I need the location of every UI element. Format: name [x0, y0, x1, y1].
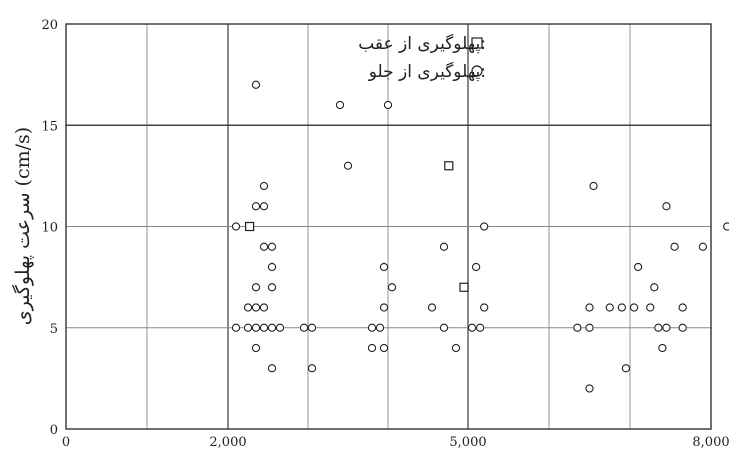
- data-point-circle: [259, 181, 269, 191]
- data-point-circle: [379, 343, 389, 353]
- data-point-circle: [573, 323, 582, 332]
- x-tick-label: 8,000: [692, 435, 729, 450]
- x-tick-label: 0: [62, 435, 70, 450]
- data-point-circle: [251, 80, 261, 89]
- data-point-circle: [629, 303, 639, 312]
- data-point-circle: [367, 323, 377, 332]
- data-point-circle: [698, 242, 708, 251]
- data-point-circle: [243, 323, 253, 332]
- data-point-circle: [439, 323, 449, 332]
- y-axis-label-group: سرعت پهلوگیری (cm/s): [11, 127, 34, 325]
- data-point-circle: [251, 303, 261, 312]
- data-point-circle: [617, 303, 627, 312]
- data-point-circle: [231, 222, 241, 231]
- data-point-circle: [621, 364, 631, 373]
- legend-marker-circle: [471, 65, 483, 77]
- data-point-circle: [387, 283, 397, 292]
- data-point-circle: [605, 303, 614, 312]
- data-point-circle: [251, 323, 261, 332]
- data-point-circle: [267, 283, 277, 292]
- data-point-circle: [471, 262, 481, 272]
- data-point-circle: [427, 303, 437, 312]
- data-point-circle: [267, 262, 277, 272]
- data-point-circle: [275, 323, 285, 332]
- legend: :پهلوگیری از عقب :پهلوگیری از جلو: [358, 33, 486, 82]
- data-point-circle: [383, 100, 393, 110]
- y-tick-label: 20: [41, 18, 58, 33]
- data-point-square: [444, 161, 454, 171]
- data-point-circle: [307, 323, 317, 332]
- y-tick-label: 5: [50, 322, 58, 337]
- data-point-circle: [585, 323, 594, 332]
- data-point-circle: [251, 202, 261, 211]
- data-point-circle: [259, 242, 269, 251]
- data-point-circle: [243, 303, 253, 312]
- data-point-circle: [299, 323, 309, 332]
- data-point-circle: [379, 303, 389, 312]
- legend-label: :پهلوگیری از جلو: [368, 61, 486, 82]
- plot-border: [65, 23, 712, 430]
- data-point-square: [459, 282, 469, 292]
- data-point-circle: [367, 343, 377, 353]
- y-tick-label: 15: [41, 119, 58, 134]
- data-point-circle: [259, 303, 269, 312]
- data-point-circle: [335, 100, 345, 110]
- data-point-circle: [251, 283, 261, 292]
- x-tick-label: 5,000: [449, 435, 486, 450]
- data-point-circle: [480, 222, 489, 231]
- data-point-circle: [259, 323, 269, 332]
- data-point-circle: [480, 303, 489, 312]
- data-point-circle: [723, 222, 729, 231]
- data-point-circle: [343, 161, 353, 170]
- data-point-circle: [267, 242, 277, 251]
- legend-marker-square: [471, 37, 483, 49]
- data-points: [231, 80, 729, 393]
- grid: [66, 24, 711, 429]
- data-point-circle: [267, 364, 277, 373]
- legend-label: :پهلوگیری از عقب: [358, 33, 486, 54]
- data-point-circle: [375, 323, 385, 332]
- data-point-circle: [231, 323, 241, 332]
- data-point-circle: [475, 323, 485, 332]
- data-point-circle: [662, 202, 671, 211]
- plot-frame: [65, 23, 712, 430]
- y-axis-label: سرعت پهلوگیری (cm/s): [11, 127, 34, 325]
- data-point-circle: [585, 384, 594, 393]
- data-point-circle: [633, 262, 643, 272]
- data-point-circle: [678, 323, 687, 332]
- data-point-circle: [670, 242, 679, 251]
- data-point-circle: [678, 303, 687, 312]
- data-point-circle: [589, 181, 598, 191]
- data-point-square: [245, 221, 255, 232]
- data-point-circle: [307, 364, 317, 373]
- data-point-circle: [658, 343, 667, 353]
- y-tick-label: 0: [50, 423, 58, 438]
- data-point-circle: [654, 323, 663, 332]
- x-tick-label: 2,000: [209, 435, 246, 450]
- data-point-circle: [585, 303, 594, 312]
- data-point-circle: [646, 303, 655, 312]
- data-point-circle: [650, 283, 659, 292]
- data-point-circle: [467, 323, 477, 332]
- data-point-circle: [267, 323, 277, 332]
- tick-labels: 0 2,000 5,000 8,000 0 5 10 15 20: [41, 18, 729, 450]
- data-point-circle: [439, 242, 449, 251]
- data-point-circle: [251, 343, 261, 353]
- data-point-circle: [379, 262, 389, 272]
- data-point-circle: [662, 323, 671, 332]
- data-point-circle: [259, 202, 269, 211]
- data-point-circle: [451, 343, 461, 353]
- y-tick-label: 10: [41, 221, 58, 236]
